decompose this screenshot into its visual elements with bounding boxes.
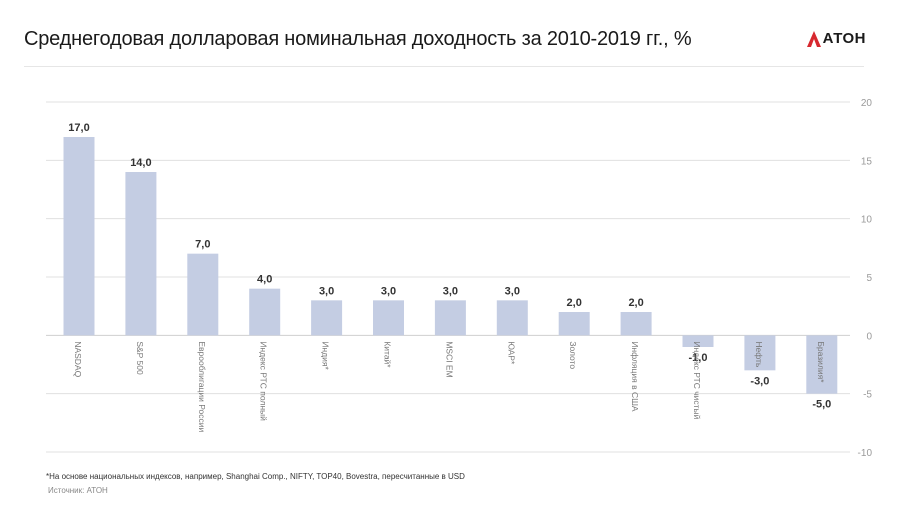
bar: [806, 335, 838, 394]
bar: [558, 312, 590, 336]
y-tick-label: 0: [866, 331, 872, 342]
bar-value-label: 17,0: [68, 122, 89, 134]
bar-value-label: -1,0: [689, 352, 708, 364]
aton-logo: АТОН: [806, 30, 866, 47]
bar-value-label: 3,0: [443, 285, 458, 297]
category-label: Индия*: [321, 341, 331, 370]
footnote: *На основе национальных индексов, наприм…: [46, 472, 465, 481]
y-tick-label: 15: [861, 156, 873, 167]
y-tick-label: 20: [861, 98, 873, 109]
y-tick-label: 5: [866, 273, 872, 284]
bar: [187, 253, 219, 336]
chart-title: Среднегодовая долларовая номинальная дох…: [24, 28, 692, 50]
bar: [311, 300, 343, 336]
bar-value-label: 2,0: [567, 297, 582, 309]
category-label: S&P 500: [135, 341, 145, 375]
bar: [682, 335, 714, 347]
category-label: NASDAQ: [73, 341, 83, 377]
bar: [496, 300, 528, 336]
category-label: Китай*: [383, 341, 393, 368]
bar: [744, 335, 776, 371]
bar-value-label: -5,0: [812, 399, 831, 411]
chart-bars: [63, 137, 838, 394]
chart-grid: [46, 101, 850, 453]
category-label: Индекс РТС полный: [259, 341, 269, 421]
bar-value-label: 7,0: [195, 239, 210, 251]
category-label: MSCI EM: [444, 341, 454, 377]
category-label: ЮАР*: [506, 341, 516, 365]
aton-logo-icon: [806, 30, 821, 47]
category-label: Бразилия*: [816, 341, 826, 383]
category-label: Нефть: [754, 341, 764, 368]
bar-value-label: 3,0: [381, 285, 396, 297]
source-note: Источник: АТОН: [48, 486, 108, 495]
bar-value-label: 3,0: [319, 285, 334, 297]
bar-value-label: -3,0: [750, 375, 769, 387]
bar-value-label: 14,0: [130, 157, 151, 169]
category-label: Инфляция в США: [630, 341, 640, 412]
y-tick-label: -10: [858, 448, 873, 459]
bar: [620, 312, 652, 336]
title-divider: [24, 66, 864, 67]
y-tick-label: -5: [863, 390, 872, 401]
bar: [249, 288, 281, 336]
bar: [434, 300, 466, 336]
bar: [63, 137, 95, 336]
category-label: Еврооблигации России: [197, 341, 207, 432]
chart-labels: -10 -5 0 5 10 15 20 17,0 NASDAQ 14,0 S&P 500 7,0 Евр…: [68, 98, 872, 459]
bar-value-label: 4,0: [257, 274, 272, 286]
category-label: Индекс РТС чистый: [692, 341, 702, 419]
bar-value-label: 2,0: [628, 297, 643, 309]
bar: [373, 300, 404, 336]
bar-value-label: 3,0: [505, 285, 520, 297]
aton-logo-text: АТОН: [822, 30, 866, 47]
y-tick-label: 10: [861, 215, 873, 226]
category-label: Золото: [568, 341, 578, 369]
bar: [125, 172, 157, 336]
